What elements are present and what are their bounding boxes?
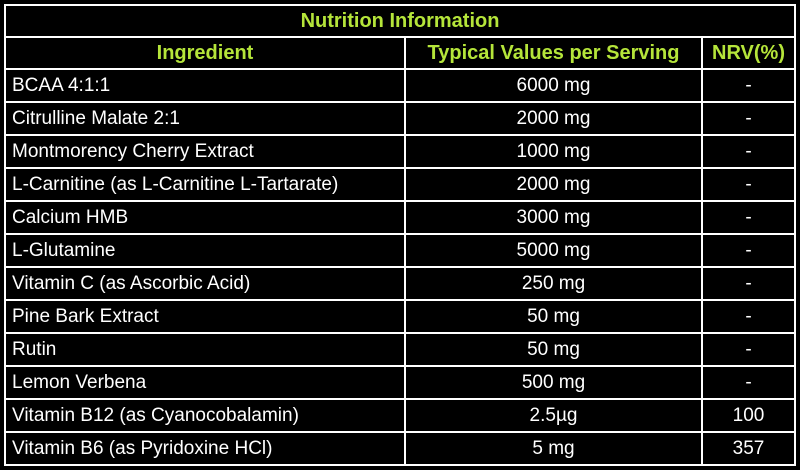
table-row: BCAA 4:1:1 6000 mg - xyxy=(6,68,795,103)
value-cell: 5 mg xyxy=(404,431,703,464)
header-row: Ingredient Typical Values per Serving NR… xyxy=(6,36,795,70)
ingredient-cell: Vitamin B6 (as Pyridoxine HCl) xyxy=(6,431,406,464)
table-title: Nutrition Information xyxy=(6,6,795,38)
value-cell: 1000 mg xyxy=(404,134,703,169)
table-row: Vitamin B6 (as Pyridoxine HCl) 5 mg 357 xyxy=(6,431,795,464)
value-cell: 250 mg xyxy=(404,266,703,301)
ingredient-cell: Calcium HMB xyxy=(6,200,406,235)
value-cell: 50 mg xyxy=(404,332,703,367)
title-row: Nutrition Information xyxy=(6,6,795,38)
ingredient-cell: L-Carnitine (as L-Carnitine L-Tartarate) xyxy=(6,167,406,202)
value-cell: 5000 mg xyxy=(404,233,703,268)
nrv-cell: - xyxy=(700,101,795,136)
nrv-cell: - xyxy=(700,167,795,202)
column-header-ingredient: Ingredient xyxy=(6,36,406,70)
nutrition-table: Nutrition Information Ingredient Typical… xyxy=(6,6,795,464)
value-cell: 50 mg xyxy=(404,299,703,334)
table-row: Montmorency Cherry Extract 1000 mg - xyxy=(6,134,795,169)
nrv-cell: 357 xyxy=(700,431,795,464)
ingredient-cell: L-Glutamine xyxy=(6,233,406,268)
column-header-nrv: NRV(%) xyxy=(700,36,795,70)
nrv-cell: - xyxy=(700,134,795,169)
nrv-cell: - xyxy=(700,200,795,235)
table-row: Vitamin B12 (as Cyanocobalamin) 2.5µg 10… xyxy=(6,398,795,433)
table-row: L-Carnitine (as L-Carnitine L-Tartarate)… xyxy=(6,167,795,202)
ingredient-cell: Vitamin C (as Ascorbic Acid) xyxy=(6,266,406,301)
table-row: Lemon Verbena 500 mg - xyxy=(6,365,795,400)
nutrition-information-panel: Nutrition Information Ingredient Typical… xyxy=(4,4,796,466)
nrv-cell: - xyxy=(700,332,795,367)
value-cell: 3000 mg xyxy=(404,200,703,235)
nrv-cell: - xyxy=(700,233,795,268)
ingredient-cell: BCAA 4:1:1 xyxy=(6,68,406,103)
value-cell: 500 mg xyxy=(404,365,703,400)
nrv-cell: 100 xyxy=(700,398,795,433)
ingredient-cell: Lemon Verbena xyxy=(6,365,406,400)
nrv-cell: - xyxy=(700,266,795,301)
value-cell: 2.5µg xyxy=(404,398,703,433)
table-row: Calcium HMB 3000 mg - xyxy=(6,200,795,235)
table-row: Vitamin C (as Ascorbic Acid) 250 mg - xyxy=(6,266,795,301)
nrv-cell: - xyxy=(700,68,795,103)
table-body: BCAA 4:1:1 6000 mg - Citrulline Malate 2… xyxy=(6,68,795,464)
table-row: Rutin 50 mg - xyxy=(6,332,795,367)
ingredient-cell: Montmorency Cherry Extract xyxy=(6,134,406,169)
ingredient-cell: Vitamin B12 (as Cyanocobalamin) xyxy=(6,398,406,433)
nrv-cell: - xyxy=(700,365,795,400)
ingredient-cell: Rutin xyxy=(6,332,406,367)
table-row: Citrulline Malate 2:1 2000 mg - xyxy=(6,101,795,136)
ingredient-cell: Pine Bark Extract xyxy=(6,299,406,334)
table-row: L-Glutamine 5000 mg - xyxy=(6,233,795,268)
value-cell: 6000 mg xyxy=(404,68,703,103)
value-cell: 2000 mg xyxy=(404,167,703,202)
ingredient-cell: Citrulline Malate 2:1 xyxy=(6,101,406,136)
nrv-cell: - xyxy=(700,299,795,334)
column-header-typical-values: Typical Values per Serving xyxy=(404,36,703,70)
table-row: Pine Bark Extract 50 mg - xyxy=(6,299,795,334)
value-cell: 2000 mg xyxy=(404,101,703,136)
